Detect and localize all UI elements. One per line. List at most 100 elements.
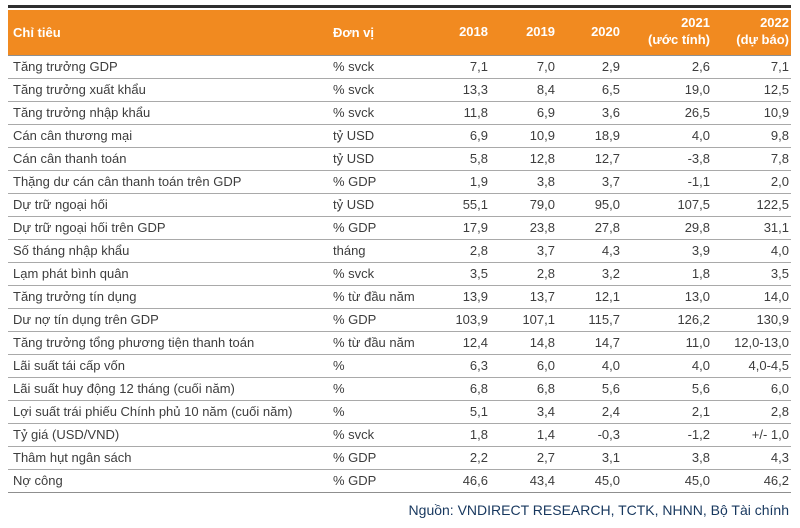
- table-row: Cán cân thương mại tỷ USD 6,9 10,9 18,9 4,0 9,…: [8, 124, 791, 148]
- unit-cell: % svck: [333, 55, 428, 79]
- value-cell: 13,9: [428, 285, 490, 309]
- value-cell: 27,8: [557, 216, 622, 240]
- value-cell: 12,0-13,0: [712, 331, 791, 355]
- indicator-cell: Tỷ giá (USD/VND): [8, 423, 333, 447]
- table-row: Số tháng nhập khẩu tháng 2,8 3,7 4,3 3,9 4,0: [8, 239, 791, 263]
- unit-cell: % GDP: [333, 216, 428, 240]
- value-cell: 6,0: [490, 354, 557, 378]
- value-cell: 13,3: [428, 78, 490, 102]
- indicator-cell: Dự trữ ngoại hối: [8, 193, 333, 217]
- value-cell: 12,8: [490, 147, 557, 171]
- value-cell: 2,6: [622, 55, 712, 79]
- table-row: Tăng trưởng nhập khẩu% svck 11,8 6,9 3,6 26,…: [8, 101, 791, 125]
- value-cell: 122,5: [712, 193, 791, 217]
- indicator-cell: Nợ công: [8, 469, 333, 493]
- value-cell: 4,0: [712, 239, 791, 263]
- value-cell: 3,7: [490, 239, 557, 263]
- value-cell: 6,5: [557, 78, 622, 102]
- value-cell: 10,9: [490, 124, 557, 148]
- value-cell: 12,1: [557, 285, 622, 309]
- value-cell: 4,0: [622, 124, 712, 148]
- indicator-cell: Số tháng nhập khẩu: [8, 239, 333, 263]
- value-cell: 6,8: [490, 377, 557, 401]
- unit-cell: % svck: [333, 423, 428, 447]
- value-cell: 12,7: [557, 147, 622, 171]
- value-cell: 2,0: [712, 170, 791, 194]
- value-cell: 107,1: [490, 308, 557, 332]
- column-header-unit: Đơn vị: [333, 10, 428, 56]
- value-cell: 45,0: [622, 469, 712, 493]
- value-cell: 1,9: [428, 170, 490, 194]
- value-cell: 1,8: [622, 262, 712, 286]
- value-cell: 45,0: [557, 469, 622, 493]
- indicator-cell: Tăng trưởng tổng phương tiện thanh toán: [8, 331, 333, 355]
- indicator-cell: Thâm hụt ngân sách: [8, 446, 333, 470]
- indicator-cell: Lãi suất huy động 12 tháng (cuối năm): [8, 377, 333, 401]
- value-cell: 95,0: [557, 193, 622, 217]
- value-cell: 46,2: [712, 469, 791, 493]
- value-cell: 26,5: [622, 101, 712, 125]
- indicator-cell: Dự trữ ngoại hối trên GDP: [8, 216, 333, 240]
- value-cell: 4,0-4,5: [712, 354, 791, 378]
- indicator-cell: Cán cân thanh toán: [8, 147, 333, 171]
- column-header-year-2020: 2020: [557, 10, 622, 56]
- value-cell: 11,8: [428, 101, 490, 125]
- unit-cell: % svck: [333, 78, 428, 102]
- indicator-cell: Lợi suất trái phiếu Chính phủ 10 năm (cu…: [8, 400, 333, 424]
- unit-cell: %: [333, 400, 428, 424]
- value-cell: 2,4: [557, 400, 622, 424]
- value-cell: -0,3: [557, 423, 622, 447]
- value-cell: 3,4: [490, 400, 557, 424]
- value-cell: 19,0: [622, 78, 712, 102]
- indicator-cell: Tăng trưởng tín dụng: [8, 285, 333, 309]
- value-cell: 8,4: [490, 78, 557, 102]
- unit-cell: %: [333, 354, 428, 378]
- table-row: Cán cân thanh toán tỷ USD 5,8 12,8 12,7 -3,8 7…: [8, 147, 791, 171]
- value-cell: 3,8: [490, 170, 557, 194]
- value-cell: 10,9: [712, 101, 791, 125]
- value-cell: 3,5: [712, 262, 791, 286]
- unit-cell: %: [333, 377, 428, 401]
- data-table: Chỉ tiêu Đơn vị 2018 2019 2020 2021 (ước tín…: [8, 10, 791, 493]
- value-cell: -3,8: [622, 147, 712, 171]
- value-cell: 2,9: [557, 55, 622, 79]
- value-cell: 1,4: [490, 423, 557, 447]
- value-cell: 4,0: [557, 354, 622, 378]
- value-cell: -1,1: [622, 170, 712, 194]
- value-cell: 43,4: [490, 469, 557, 493]
- indicator-cell: Lãi suất tái cấp vốn: [8, 354, 333, 378]
- column-header-year-2021: 2021 (ước tính): [622, 10, 712, 56]
- unit-cell: % từ đầu năm: [333, 331, 428, 355]
- value-cell: 6,9: [428, 124, 490, 148]
- value-cell: 7,1: [428, 55, 490, 79]
- value-cell: 4,3: [557, 239, 622, 263]
- header-row: Chỉ tiêu Đơn vị 2018 2019 2020 2021 (ước tín…: [8, 10, 791, 56]
- value-cell: 11,0: [622, 331, 712, 355]
- table-row: Thặng dư cán cân thanh toán trên GDP% GD…: [8, 170, 791, 194]
- value-cell: 4,3: [712, 446, 791, 470]
- unit-cell: % svck: [333, 101, 428, 125]
- value-cell: 46,6: [428, 469, 490, 493]
- value-cell: 7,8: [712, 147, 791, 171]
- unit-cell: % GDP: [333, 308, 428, 332]
- unit-cell: tỷ USD: [333, 147, 428, 171]
- table-row: Thâm hụt ngân sách% GDP 2,2 2,7 3,1 3,8 4,3: [8, 446, 791, 470]
- value-cell: 17,9: [428, 216, 490, 240]
- value-cell: 107,5: [622, 193, 712, 217]
- table-row: Lãi suất tái cấp vốn% 6,3 6,0 4,0 4,0 4,0-4,5: [8, 354, 791, 378]
- indicator-cell: Dư nợ tín dụng trên GDP: [8, 308, 333, 332]
- indicator-cell: Tăng trưởng nhập khẩu: [8, 101, 333, 125]
- value-cell: 6,3: [428, 354, 490, 378]
- value-cell: 23,8: [490, 216, 557, 240]
- value-cell: 9,8: [712, 124, 791, 148]
- value-cell: 3,8: [622, 446, 712, 470]
- value-cell: 12,5: [712, 78, 791, 102]
- value-cell: 3,1: [557, 446, 622, 470]
- unit-cell: tỷ USD: [333, 124, 428, 148]
- table-row: Lạm phát bình quân% svck 3,5 2,8 3,2 1,8 3,5: [8, 262, 791, 286]
- indicator-cell: Tăng trưởng xuất khẩu: [8, 78, 333, 102]
- value-cell: 1,8: [428, 423, 490, 447]
- value-cell: 18,9: [557, 124, 622, 148]
- value-cell: 3,2: [557, 262, 622, 286]
- indicator-cell: Thặng dư cán cân thanh toán trên GDP: [8, 170, 333, 194]
